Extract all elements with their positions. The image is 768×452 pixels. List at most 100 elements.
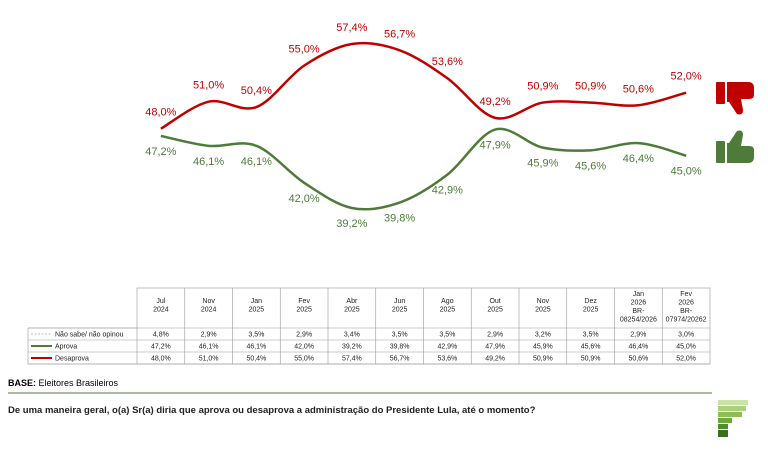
value-label: 46,1% (241, 156, 272, 168)
x-tick-label: 07974/20262 (666, 317, 707, 324)
series-line (160, 41, 687, 130)
table-cell: 3,0% (678, 332, 694, 339)
table-cell: 39,8% (390, 344, 410, 351)
x-tick-label: 2025 (392, 307, 408, 314)
value-label: 46,1% (193, 156, 224, 168)
x-tick-label: Dez (584, 298, 597, 305)
table-cell: 3,5% (583, 332, 599, 339)
base-text: Eleitores Brasileiros (39, 378, 119, 388)
x-tick-label: 2026 (631, 300, 647, 307)
legend-label: Aprova (55, 344, 77, 351)
base-label: BASE: (8, 378, 36, 388)
table-cell: 42,9% (437, 344, 457, 351)
value-label: 51,0% (193, 80, 224, 92)
table-cell: 50,6% (628, 356, 648, 363)
value-label: 53,6% (432, 56, 463, 68)
table-cell: 2,9% (487, 332, 503, 339)
x-tick-label: 2025 (249, 307, 265, 314)
x-tick-label: Fev (680, 291, 692, 298)
table-cell: 45,0% (676, 344, 696, 351)
x-tick-label: Jan (633, 291, 644, 298)
x-tick-label: Nov (537, 298, 550, 305)
table-cell: 3,2% (535, 332, 551, 339)
table-cell: 51,0% (199, 356, 219, 363)
table-cell: 45,9% (533, 344, 553, 351)
data-table: Jul 2024 Nov 2024 Jan 2025 Fev 2025 Abr 2025 Jun 20… (27, 287, 711, 365)
table-cell: 46,4% (628, 344, 648, 351)
x-tick-label: Fev (298, 298, 310, 305)
table-cell: 53,6% (437, 356, 457, 363)
value-label: 50,9% (527, 81, 558, 93)
x-tick-label: Abr (346, 298, 358, 305)
value-label: 52,0% (671, 71, 702, 83)
base: BASE: Eleitores Brasileiros (8, 378, 119, 388)
value-label: 50,6% (623, 83, 654, 95)
table-cell: 50,4% (246, 356, 266, 363)
x-tick-label: Nov (202, 298, 215, 305)
x-tick-label: 2026 (678, 300, 694, 307)
table-cell: 42,0% (294, 344, 314, 351)
table-cell: 3,5% (392, 332, 408, 339)
legend-label: Desaprova (55, 356, 89, 363)
value-label: 39,8% (384, 213, 415, 225)
table-cell: 3,5% (439, 332, 455, 339)
table-cell: 2,9% (201, 332, 217, 339)
table-cell: 48,0% (151, 356, 171, 363)
x-tick-label: 2025 (535, 307, 551, 314)
x-tick-label: 2024 (153, 307, 169, 314)
value-label: 39,2% (336, 218, 367, 230)
value-label: 47,9% (480, 140, 511, 152)
x-tick-label: Jun (394, 298, 405, 305)
value-label: 56,7% (384, 28, 415, 40)
value-label: 42,0% (289, 193, 320, 205)
x-tick-label: BR- (632, 308, 645, 315)
value-label: 47,2% (145, 146, 176, 158)
x-tick-label: 2025 (487, 307, 503, 314)
table-cell: 47,9% (485, 344, 505, 351)
table-cell: 55,0% (294, 356, 314, 363)
value-label: 50,9% (575, 81, 606, 93)
x-tick-label: 2025 (440, 307, 456, 314)
value-label: 50,4% (241, 85, 272, 97)
thumbs-up-icon (716, 130, 754, 163)
x-tick-label: 2025 (583, 307, 599, 314)
table-cell: 46,1% (246, 344, 266, 351)
table-cell: 39,2% (342, 344, 362, 351)
table-cell: 56,7% (390, 356, 410, 363)
table-cell: 49,2% (485, 356, 505, 363)
table-cell: 57,4% (342, 356, 362, 363)
table-cell: 4,8% (153, 332, 169, 339)
value-label: 45,9% (527, 158, 558, 170)
series-line (160, 127, 687, 211)
table-cell: 3,4% (344, 332, 360, 339)
value-label: 49,2% (480, 96, 511, 108)
value-label: 42,9% (432, 185, 463, 197)
value-label: 45,6% (575, 160, 606, 172)
x-tick-label: 08254/2026 (620, 317, 657, 324)
value-label: 48,0% (145, 107, 176, 119)
x-tick-label: Ago (441, 298, 454, 305)
table-cell: 50,9% (581, 356, 601, 363)
table-cell: 46,1% (199, 344, 219, 351)
table-cell: 47,2% (151, 344, 171, 351)
x-tick-label: BR- (680, 308, 693, 315)
question: De uma maneira geral, o(a) Sr(a) diria q… (8, 405, 536, 416)
x-tick-label: 2025 (344, 307, 360, 314)
table-cell: 2,9% (630, 332, 646, 339)
value-label: 46,4% (623, 153, 654, 165)
logo (718, 400, 748, 437)
x-tick-label: Jul (156, 298, 165, 305)
table-cell: 3,5% (248, 332, 264, 339)
thumbs-down-icon (716, 82, 754, 115)
legend-label: Não sabe/ não opinou (55, 332, 124, 339)
value-label: 55,0% (289, 44, 320, 56)
table-cell: 52,0% (676, 356, 696, 363)
x-tick-label: 2024 (201, 307, 217, 314)
table-cell: 45,6% (581, 344, 601, 351)
table-cell: 2,9% (296, 332, 312, 339)
value-label: 45,0% (671, 166, 702, 178)
value-label: 57,4% (336, 22, 367, 34)
x-tick-label: 2025 (296, 307, 312, 314)
table-cell: 50,9% (533, 356, 553, 363)
